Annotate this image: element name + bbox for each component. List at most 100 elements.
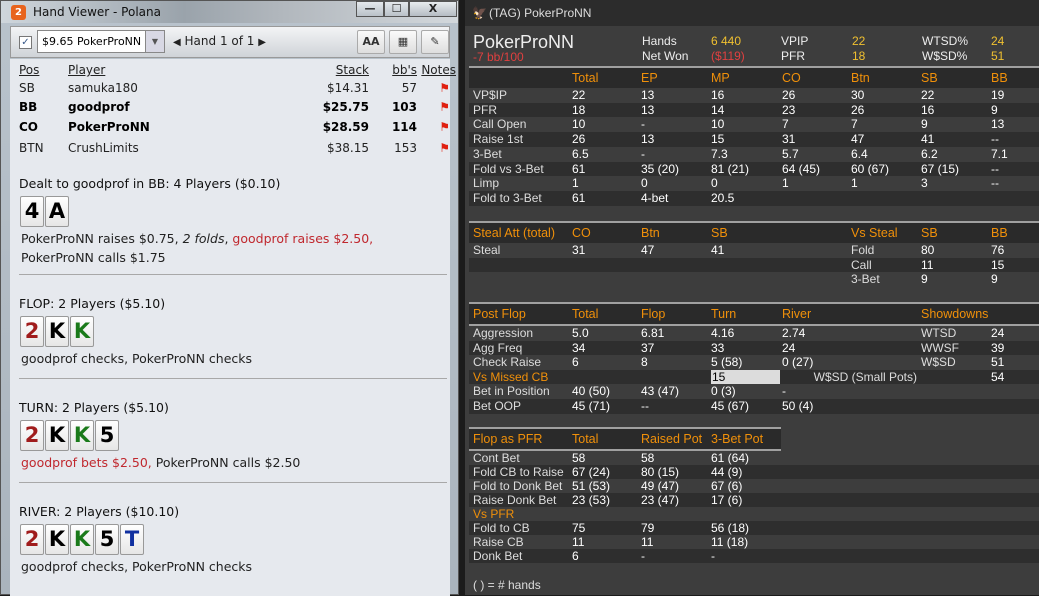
stat-cell[interactable]: 67 (15) bbox=[921, 161, 960, 176]
column-header[interactable]: EP bbox=[641, 71, 658, 85]
stat-cell[interactable]: 3 bbox=[921, 176, 928, 191]
column-header[interactable]: Flop bbox=[641, 307, 666, 321]
column-header[interactable]: Flop as PFR bbox=[473, 432, 543, 446]
note-flag-icon[interactable]: ⚑ bbox=[439, 81, 450, 95]
stat-cell[interactable]: 9 bbox=[921, 117, 928, 132]
stat-cell[interactable]: 61 (64) bbox=[711, 451, 750, 465]
column-header[interactable]: Steal Att (total) bbox=[473, 226, 555, 240]
stat-cell[interactable]: 13 bbox=[641, 132, 655, 147]
stat-cell[interactable]: WTSD bbox=[921, 326, 957, 340]
stat-cell[interactable]: 6 bbox=[572, 549, 579, 563]
col-bbs[interactable]: bb's bbox=[392, 63, 417, 77]
stat-cell[interactable]: 22 bbox=[572, 88, 586, 102]
stat-cell[interactable]: 10 bbox=[572, 117, 586, 132]
stat-cell[interactable]: 13 bbox=[641, 102, 655, 117]
player-select[interactable]: $9.65 PokerProNN ▼ bbox=[37, 30, 165, 53]
stat-cell[interactable]: 56 (18) bbox=[711, 521, 750, 535]
stat-cell[interactable]: 0 bbox=[641, 176, 648, 191]
player-row[interactable]: SB samuka180 $14.31 57 ⚑ bbox=[19, 81, 450, 99]
player-row[interactable]: BTN CrushLimits $38.15 153 ⚑ bbox=[19, 141, 450, 159]
minimize-button[interactable]: — bbox=[356, 1, 384, 17]
stat-cell[interactable]: 0 (27) bbox=[782, 355, 814, 370]
stat-cell[interactable]: 23 (47) bbox=[641, 493, 680, 507]
stat-cell[interactable]: 54 bbox=[991, 369, 1005, 384]
stat-cell[interactable]: 30 bbox=[851, 88, 865, 102]
edit-button[interactable]: ✎ bbox=[421, 30, 449, 54]
stat-cell[interactable]: 9 bbox=[991, 272, 998, 287]
stat-cell[interactable]: - bbox=[641, 146, 645, 161]
stat-cell[interactable]: 6 bbox=[572, 355, 579, 370]
column-header[interactable]: Turn bbox=[711, 307, 737, 321]
stat-cell[interactable]: 11 bbox=[572, 535, 585, 549]
column-header[interactable]: Total bbox=[572, 71, 599, 85]
stat-cell[interactable]: 23 bbox=[782, 102, 796, 117]
stat-cell[interactable]: 24 bbox=[991, 326, 1005, 340]
stat-cell[interactable]: 31 bbox=[572, 243, 586, 257]
stat-cell[interactable]: 41 bbox=[921, 132, 935, 147]
stat-cell[interactable]: 47 bbox=[641, 243, 655, 257]
stat-cell[interactable]: 16 bbox=[711, 88, 725, 102]
stat-cell[interactable]: 20.5 bbox=[711, 190, 735, 205]
stat-cell[interactable]: 16 bbox=[921, 102, 935, 117]
stat-cell[interactable]: 9 bbox=[991, 102, 998, 117]
player-row[interactable]: CO PokerProNN $28.59 114 ⚑ bbox=[19, 120, 450, 138]
stat-cell[interactable]: 39 bbox=[991, 340, 1005, 355]
stat-cell[interactable]: 6.2 bbox=[921, 146, 938, 161]
stat-cell[interactable]: - bbox=[641, 549, 645, 563]
stat-cell[interactable]: 11 (18) bbox=[711, 535, 749, 549]
stat-cell[interactable]: 10 bbox=[711, 117, 725, 132]
stat-cell[interactable]: 13 bbox=[641, 88, 655, 102]
stat-cell[interactable]: 9 bbox=[921, 272, 928, 287]
col-pos[interactable]: Pos bbox=[19, 63, 40, 77]
stat-cell[interactable]: 18 bbox=[572, 102, 586, 117]
stat-cell[interactable]: 76 bbox=[991, 243, 1005, 257]
column-header[interactable]: 3-Bet Pot bbox=[711, 432, 764, 446]
stat-cell[interactable]: 26 bbox=[572, 132, 586, 147]
next-hand-icon[interactable]: ▶ bbox=[258, 37, 266, 48]
stat-cell[interactable]: 33 bbox=[711, 340, 725, 355]
stat-cell[interactable]: 35 (20) bbox=[641, 161, 680, 176]
stat-cell[interactable]: Fold bbox=[851, 243, 875, 257]
column-header[interactable]: CO bbox=[782, 71, 801, 85]
column-header[interactable]: Btn bbox=[641, 226, 660, 240]
stat-cell[interactable]: 45 (67) bbox=[711, 399, 750, 413]
chevron-down-icon[interactable]: ▼ bbox=[145, 31, 164, 52]
stat-cell[interactable]: 15 bbox=[991, 257, 1005, 272]
note-flag-icon[interactable]: ⚑ bbox=[439, 141, 450, 155]
stat-cell[interactable]: 4.16 bbox=[711, 326, 735, 340]
prev-hand-icon[interactable]: ◀ bbox=[173, 37, 181, 48]
stat-cell[interactable]: 49 (47) bbox=[641, 479, 680, 493]
stat-cell[interactable]: 43 (47) bbox=[641, 384, 680, 399]
stat-cell[interactable]: 6.4 bbox=[851, 146, 868, 161]
font-size-button[interactable]: AA bbox=[357, 30, 385, 54]
stat-cell[interactable]: 24 bbox=[782, 340, 796, 355]
column-header[interactable]: Showdowns bbox=[921, 307, 989, 321]
stat-cell[interactable]: 64 (45) bbox=[782, 161, 821, 176]
stat-cell[interactable]: 44 (9) bbox=[711, 465, 743, 479]
column-header[interactable]: Btn bbox=[851, 71, 870, 85]
note-flag-icon[interactable]: ⚑ bbox=[439, 120, 450, 134]
grid-button[interactable]: ▦ bbox=[389, 30, 417, 54]
stat-cell[interactable]: 40 (50) bbox=[572, 384, 611, 399]
stat-cell[interactable]: 45 (71) bbox=[572, 399, 611, 413]
title-bar[interactable]: 2 Hand Viewer - Polana — ☐ X bbox=[1, 1, 458, 23]
stat-cell[interactable]: -- bbox=[991, 161, 999, 176]
stat-cell[interactable]: - bbox=[782, 384, 786, 399]
stat-cell[interactable]: 15 bbox=[711, 132, 725, 147]
column-header[interactable]: MP bbox=[711, 71, 730, 85]
stat-cell[interactable]: 60 (67) bbox=[851, 161, 890, 176]
column-header[interactable]: Post Flop bbox=[473, 307, 526, 321]
stat-cell[interactable]: 14 bbox=[711, 102, 725, 117]
stat-cell[interactable]: 26 bbox=[782, 88, 796, 102]
stat-cell[interactable]: 61 bbox=[572, 190, 586, 205]
stat-cell[interactable]: 58 bbox=[572, 451, 586, 465]
stat-cell[interactable]: 0 bbox=[711, 176, 718, 191]
column-header[interactable]: CO bbox=[572, 226, 591, 240]
stat-cell[interactable]: 6.81 bbox=[641, 326, 665, 340]
stat-cell[interactable]: 80 (15) bbox=[641, 465, 680, 479]
column-header[interactable]: SB bbox=[711, 226, 728, 240]
column-header[interactable]: BB bbox=[991, 226, 1008, 240]
stat-cell[interactable]: -- bbox=[991, 132, 999, 147]
stat-cell[interactable]: 81 (21) bbox=[711, 161, 750, 176]
column-header[interactable]: River bbox=[782, 307, 812, 321]
